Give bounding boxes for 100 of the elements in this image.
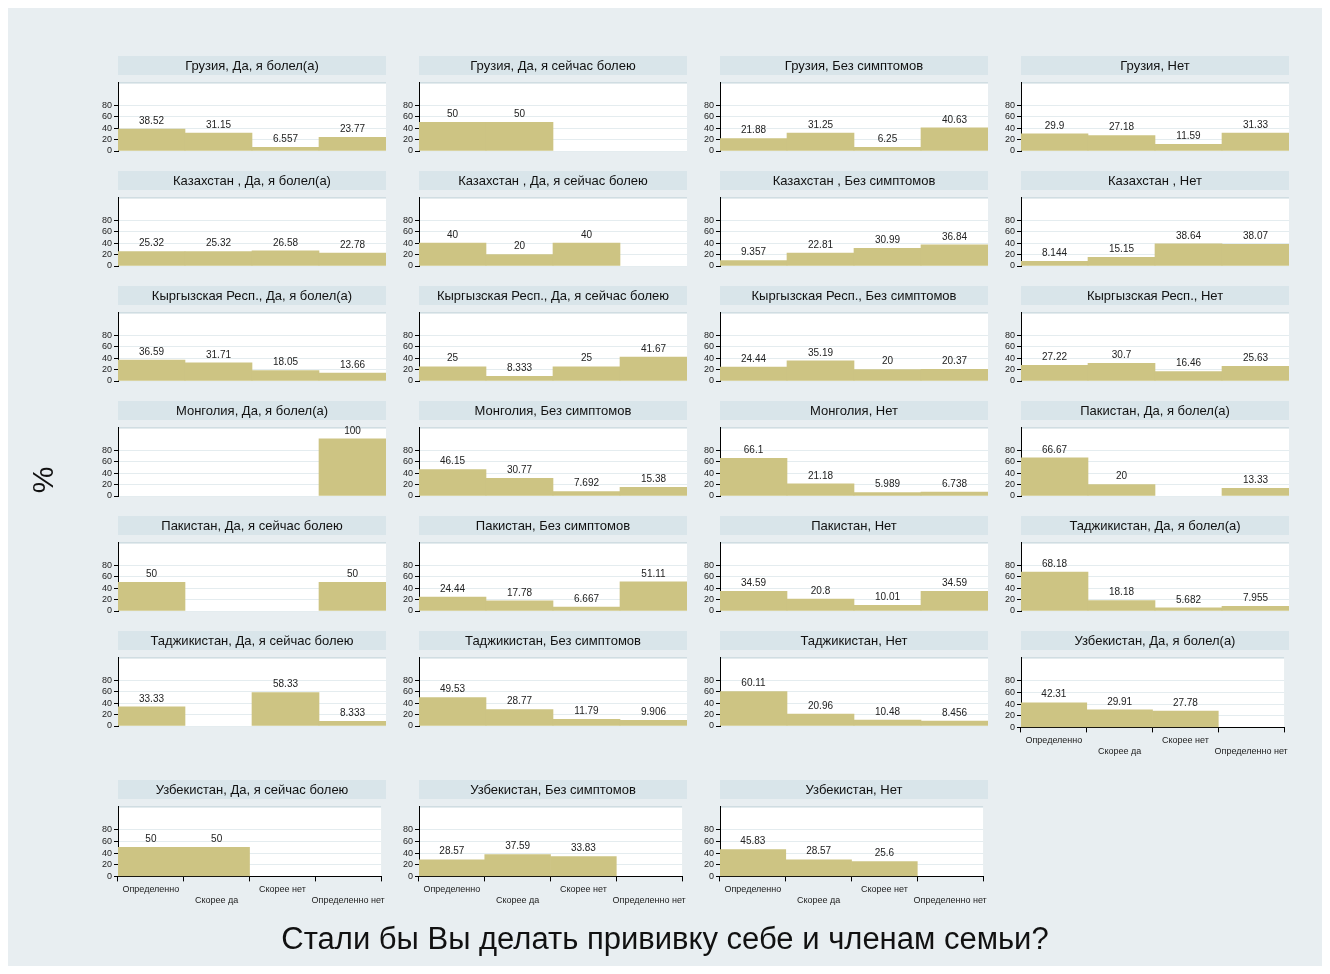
data-label: 51.11	[641, 567, 667, 579]
y-tick-label: 40	[703, 237, 714, 248]
y-tick-label: 60	[1004, 571, 1015, 582]
x-tick-label: Определенно нет	[913, 895, 987, 906]
y-tick-label: 20	[703, 134, 714, 145]
chart-title: Грузия, Да, я сейчас болею	[419, 56, 687, 75]
data-label: 27.22	[1041, 351, 1068, 363]
data-label: 50	[513, 108, 526, 120]
y-tick-label: 0	[1009, 145, 1015, 156]
y-tick-label: 20	[101, 134, 112, 145]
data-label: 34.59	[941, 576, 968, 588]
data-label: 46.15	[439, 455, 466, 467]
y-tick-label: 20	[101, 594, 112, 605]
data-label: 58.33	[272, 678, 299, 690]
y-tick-label: 20	[402, 859, 413, 870]
data-label: 25.6	[874, 847, 895, 859]
y-tick-label: 20	[1004, 594, 1015, 605]
data-label: 5.682	[1175, 593, 1202, 605]
data-label: 6.738	[941, 477, 968, 489]
y-tick-label: 0	[708, 720, 714, 731]
y-tick-label: 80	[1004, 559, 1015, 570]
x-tick-label: Определенно	[423, 884, 481, 895]
y-tick-label: 0	[708, 145, 714, 156]
y-tick-label: 0	[708, 605, 714, 616]
chart-title: Узбекистан, Без симптомов	[419, 780, 687, 799]
data-label: 33.33	[138, 692, 165, 704]
y-tick-label: 0	[407, 605, 413, 616]
y-tick-label: 80	[402, 99, 413, 110]
data-label: 36.84	[941, 230, 968, 242]
y-tick-label: 60	[1004, 686, 1015, 697]
y-tick-label: 0	[407, 870, 413, 881]
y-tick-label: 80	[101, 444, 112, 455]
x-tick-label: Определенно	[1025, 735, 1083, 746]
data-label: 31.25	[807, 118, 834, 130]
y-tick-label: 20	[703, 479, 714, 490]
y-tick-label: 40	[1004, 352, 1015, 363]
chart-title: Пакистан, Да, я сейчас болею	[118, 516, 386, 535]
y-tick-label: 80	[101, 99, 112, 110]
chart-title: Таджикистан, Нет	[720, 631, 988, 650]
y-tick-label: 60	[703, 456, 714, 467]
data-label: 10.48	[874, 705, 901, 717]
chart-title: Грузия, Нет	[1021, 56, 1289, 75]
y-tick-label: 0	[1009, 375, 1015, 386]
x-tick-label: Определенно нет	[1214, 746, 1288, 757]
y-tick-label: 40	[1004, 582, 1015, 593]
data-label: 27.18	[1108, 121, 1135, 133]
y-tick-label: 60	[703, 341, 714, 352]
y-tick-label: 60	[101, 341, 112, 352]
data-label: 5.989	[874, 478, 901, 490]
chart-title: Узбекистан, Нет	[720, 780, 988, 799]
y-tick-label: 0	[407, 720, 413, 731]
data-label: 35.19	[807, 346, 834, 358]
chart-title: Грузия, Без симптомов	[720, 56, 988, 75]
y-tick-label: 60	[402, 835, 413, 846]
data-label: 22.81	[807, 238, 834, 250]
y-tick-label: 60	[101, 226, 112, 237]
y-tick-label: 60	[101, 686, 112, 697]
y-tick-label: 20	[1004, 134, 1015, 145]
y-tick-label: 80	[402, 444, 413, 455]
data-label: 25	[446, 352, 459, 364]
y-tick-label: 80	[1004, 99, 1015, 110]
y-tick-label: 40	[703, 467, 714, 478]
y-tick-label: 20	[1004, 479, 1015, 490]
data-label: 38.64	[1175, 229, 1202, 241]
y-tick-label: 40	[703, 352, 714, 363]
data-label: 9.357	[740, 246, 767, 258]
data-label: 31.15	[205, 118, 232, 130]
data-label: 27.78	[1172, 696, 1199, 708]
data-label: 25.32	[138, 237, 165, 249]
data-label: 15.15	[1108, 243, 1135, 255]
data-label: 30.99	[874, 234, 901, 246]
y-tick-label: 40	[703, 847, 714, 858]
data-label: 6.557	[272, 133, 299, 144]
y-tick-label: 40	[402, 582, 413, 593]
y-tick-label: 40	[402, 122, 413, 133]
y-tick-label: 20	[703, 859, 714, 870]
x-tick-label: Определенно нет	[311, 895, 385, 906]
y-tick-label: 60	[1004, 341, 1015, 352]
chart-title: Таджикистан, Без симптомов	[419, 631, 687, 650]
y-tick-label: 40	[101, 237, 112, 248]
data-label: 31.71	[205, 348, 232, 360]
y-tick-label: 40	[101, 847, 112, 858]
x-tick-label: Определенно	[122, 884, 180, 895]
chart-title: Пакистан, Да, я болел(а)	[1021, 401, 1289, 420]
chart-title: Кыргызская Респ., Да, я сейчас болею	[419, 286, 687, 305]
data-label: 22.78	[339, 238, 366, 250]
y-tick-label: 0	[1009, 260, 1015, 271]
y-tick-label: 60	[402, 341, 413, 352]
x-tick-label: Скорее да	[495, 895, 540, 906]
data-label: 50	[145, 832, 157, 844]
data-label: 30.77	[506, 464, 533, 476]
data-label: 8.333	[506, 361, 533, 373]
y-tick-label: 40	[101, 352, 112, 363]
y-tick-label: 40	[402, 697, 413, 708]
data-label: 40	[446, 228, 459, 240]
y-tick-label: 80	[1004, 444, 1015, 455]
chart-title: Монголия, Нет	[720, 401, 988, 420]
chart-title: Грузия, Да, я болел(а)	[118, 56, 386, 75]
y-tick-label: 40	[703, 582, 714, 593]
data-label: 33.83	[570, 842, 597, 854]
